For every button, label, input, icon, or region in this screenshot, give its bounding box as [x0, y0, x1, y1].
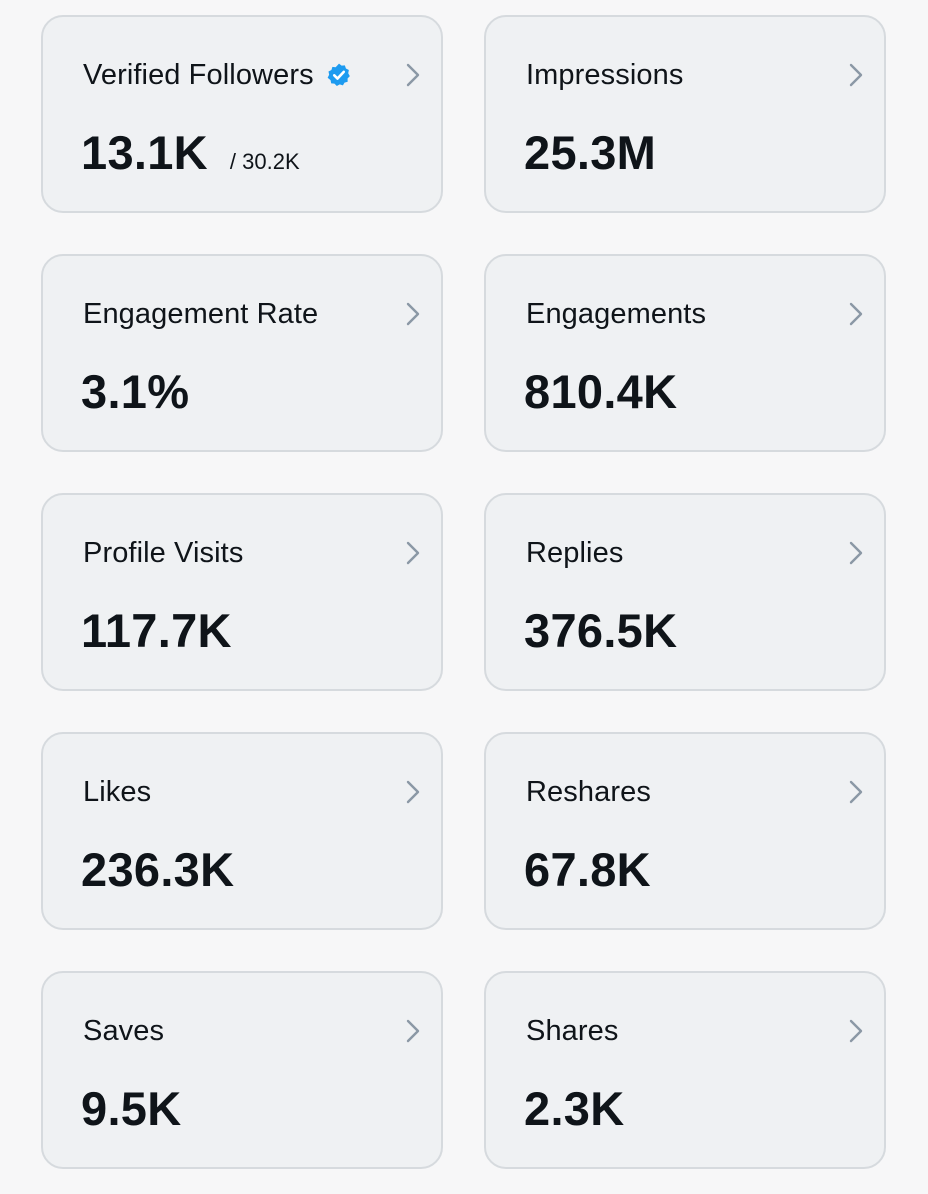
- metric-title-row: Verified Followers: [83, 55, 421, 95]
- metric-title-row: Reshares: [526, 772, 864, 812]
- verified-badge-icon: [326, 62, 352, 88]
- metric-card-engagements[interactable]: Engagements 810.4K: [484, 254, 886, 452]
- metric-value: 810.4K: [524, 365, 678, 418]
- metric-title-row: Shares: [526, 1011, 864, 1051]
- metric-title: Verified Followers: [83, 58, 314, 91]
- metric-value-row: 376.5K: [524, 607, 677, 654]
- metric-value: 2.3K: [524, 1082, 625, 1135]
- metric-title-row: Replies: [526, 533, 864, 573]
- metric-card-engagement-rate[interactable]: Engagement Rate 3.1%: [41, 254, 443, 452]
- metric-value-row: 2.3K: [524, 1085, 624, 1132]
- chevron-right-icon: [849, 302, 863, 326]
- metric-value: 117.7K: [81, 604, 232, 657]
- metric-value: 376.5K: [524, 604, 678, 657]
- metric-title: Shares: [526, 1014, 619, 1047]
- metric-value-row: 67.8K: [524, 846, 651, 893]
- chevron-right-icon: [849, 780, 863, 804]
- metric-title-row: Likes: [83, 772, 421, 812]
- metric-value-row: 9.5K: [81, 1085, 181, 1132]
- metric-value-row: 810.4K: [524, 368, 677, 415]
- metric-title: Engagements: [526, 297, 707, 330]
- metric-card-verified-followers[interactable]: Verified Followers 13.1K / 30.2K: [41, 15, 443, 213]
- metric-value-row: 236.3K: [81, 846, 234, 893]
- metric-title: Saves: [83, 1014, 165, 1047]
- metric-value: 236.3K: [81, 843, 235, 896]
- metric-value: 67.8K: [524, 843, 651, 896]
- metric-value: 25.3M: [524, 126, 657, 179]
- metric-value: 9.5K: [81, 1082, 182, 1135]
- metric-title-row: Profile Visits: [83, 533, 421, 573]
- metric-card-shares[interactable]: Shares 2.3K: [484, 971, 886, 1169]
- metric-card-saves[interactable]: Saves 9.5K: [41, 971, 443, 1169]
- metric-card-impressions[interactable]: Impressions 25.3M: [484, 15, 886, 213]
- metric-subvalue: / 30.2K: [229, 149, 300, 174]
- metric-title: Engagement Rate: [83, 297, 319, 330]
- metric-title: Impressions: [526, 58, 684, 91]
- metric-title-row: Engagements: [526, 294, 864, 334]
- chevron-right-icon: [406, 541, 420, 565]
- metric-value-row: 3.1%: [81, 368, 189, 415]
- chevron-right-icon: [406, 302, 420, 326]
- chevron-right-icon: [849, 1019, 863, 1043]
- chevron-right-icon: [406, 1019, 420, 1043]
- chevron-right-icon: [406, 63, 420, 87]
- chevron-right-icon: [849, 541, 863, 565]
- metric-value-row: 25.3M: [524, 129, 656, 176]
- metric-title: Reshares: [526, 775, 651, 808]
- metric-title: Likes: [83, 775, 152, 808]
- metric-title-row: Impressions: [526, 55, 864, 95]
- metric-title-row: Engagement Rate: [83, 294, 421, 334]
- metric-card-replies[interactable]: Replies 376.5K: [484, 493, 886, 691]
- metric-card-reshares[interactable]: Reshares 67.8K: [484, 732, 886, 930]
- metric-card-likes[interactable]: Likes 236.3K: [41, 732, 443, 930]
- metric-value-row: 117.7K: [81, 607, 232, 654]
- chevron-right-icon: [849, 63, 863, 87]
- chevron-right-icon: [406, 780, 420, 804]
- metric-value: 3.1%: [81, 365, 190, 418]
- metric-title: Profile Visits: [83, 536, 244, 569]
- metric-card-profile-visits[interactable]: Profile Visits 117.7K: [41, 493, 443, 691]
- metric-title-row: Saves: [83, 1011, 421, 1051]
- metric-value-row: 13.1K / 30.2K: [81, 129, 300, 176]
- metric-title: Replies: [526, 536, 624, 569]
- metric-value: 13.1K: [81, 126, 208, 179]
